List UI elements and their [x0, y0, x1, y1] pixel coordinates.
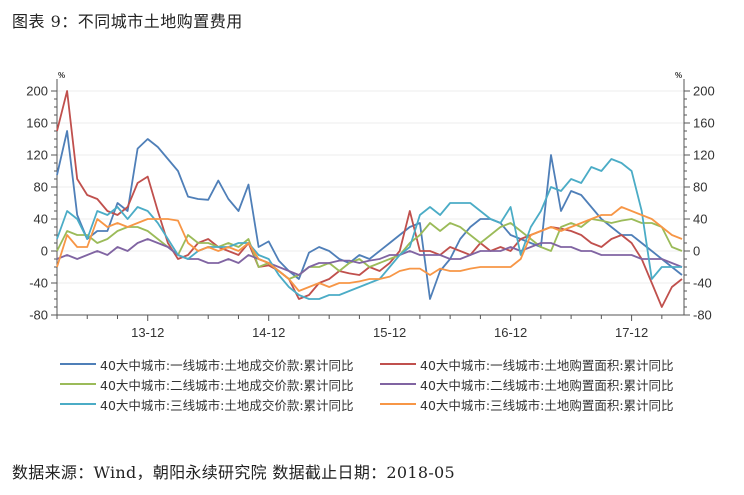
legend-item-tier1-area: 40大中城市:一线城市:土地购置面积:累计同比 [380, 354, 674, 374]
svg-text:40: 40 [34, 212, 48, 227]
legend-item-tier2-price: 40大中城市:二线城市:土地成交价款:累计同比 [60, 374, 354, 394]
svg-text:17-12: 17-12 [615, 325, 648, 340]
legend-swatch [60, 363, 96, 365]
legend-item-tier2-area: 40大中城市:二线城市:土地购置面积:累计同比 [380, 374, 674, 394]
axes: % % -80 -80 -40 -40 0 0 40 40 80 80 120 120 160 160 200 2… [26, 71, 714, 340]
svg-text:120: 120 [693, 148, 715, 163]
svg-text:-40: -40 [693, 276, 712, 291]
svg-text:200: 200 [693, 84, 715, 99]
svg-text:%: % [675, 71, 682, 80]
legend-label: 40大中城市:三线城市:土地成交价款:累计同比 [100, 397, 354, 413]
svg-text:200: 200 [26, 84, 48, 99]
series-line [56, 158, 682, 300]
svg-text:%: % [58, 71, 65, 80]
legend-swatch [60, 403, 96, 405]
data-lines [56, 90, 683, 308]
legend-swatch [60, 383, 96, 385]
legend-swatch [380, 403, 416, 405]
svg-text:160: 160 [693, 116, 715, 131]
legend-label: 40大中城市:三线城市:土地购置面积:累计同比 [420, 397, 674, 413]
legend-item-tier3-area: 40大中城市:三线城市:土地购置面积:累计同比 [380, 394, 674, 414]
svg-text:160: 160 [26, 116, 48, 131]
gridlines [57, 90, 684, 316]
legend-label: 40大中城市:一线城市:土地购置面积:累计同比 [420, 357, 674, 373]
svg-text:-80: -80 [693, 308, 712, 323]
legend-label: 40大中城市:二线城市:土地购置面积:累计同比 [420, 377, 674, 393]
svg-text:0: 0 [41, 244, 48, 259]
svg-text:-80: -80 [29, 308, 48, 323]
legend-swatch [380, 383, 416, 385]
legend-swatch [380, 363, 416, 365]
series-line [56, 130, 683, 300]
figure-source-note: 数据来源：Wind，朝阳永续研究院 数据截止日期：2018-05 [12, 463, 455, 482]
svg-text:16-12: 16-12 [494, 325, 527, 340]
svg-text:14-12: 14-12 [252, 325, 285, 340]
legend-label: 40大中城市:一线城市:土地成交价款:累计同比 [100, 357, 354, 373]
line-chart: % % -80 -80 -40 -40 0 0 40 40 80 80 120 120 160 160 200 2… [26, 71, 714, 340]
svg-text:0: 0 [693, 244, 700, 259]
figure-title: 图表 9：不同城市土地购置费用 [12, 12, 243, 31]
svg-text:15-12: 15-12 [373, 325, 406, 340]
legend-label: 40大中城市:二线城市:土地成交价款:累计同比 [100, 377, 354, 393]
legend-item-tier3-price: 40大中城市:三线城市:土地成交价款:累计同比 [60, 394, 354, 414]
svg-text:120: 120 [26, 148, 48, 163]
svg-text:80: 80 [693, 180, 707, 195]
series-line [56, 206, 683, 292]
series-line [56, 238, 683, 276]
svg-text:40: 40 [693, 212, 707, 227]
svg-text:80: 80 [34, 180, 48, 195]
svg-text:13-12: 13-12 [131, 325, 164, 340]
series-line [56, 218, 683, 280]
svg-text:-40: -40 [29, 276, 48, 291]
legend-item-tier1-price: 40大中城市:一线城市:土地成交价款:累计同比 [60, 354, 354, 374]
